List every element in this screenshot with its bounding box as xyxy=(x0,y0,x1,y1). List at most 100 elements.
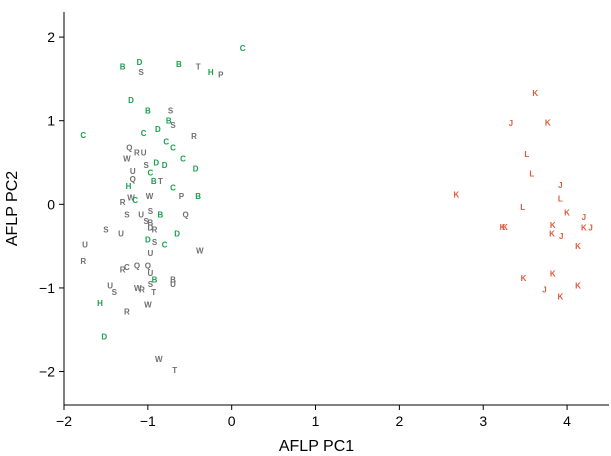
data-point: D xyxy=(174,230,180,239)
data-point: U xyxy=(107,281,113,290)
data-point: B xyxy=(145,107,151,116)
data-point: B xyxy=(147,219,153,228)
data-point: P xyxy=(179,192,185,201)
data-point: W xyxy=(134,284,142,293)
data-point: Q xyxy=(145,261,151,270)
data-point: K xyxy=(532,89,538,98)
data-point: R xyxy=(191,132,197,141)
data-point: W xyxy=(127,194,135,203)
data-point: D xyxy=(145,235,151,244)
data-point: R xyxy=(139,286,145,295)
data-point: D xyxy=(137,58,143,67)
data-point: W xyxy=(146,192,154,201)
data-point: K xyxy=(581,224,587,233)
x-tick-label: 3 xyxy=(479,413,487,429)
data-point: B xyxy=(195,192,201,201)
data-point: C xyxy=(170,143,176,152)
data-point: S xyxy=(143,217,149,226)
data-point: K xyxy=(521,274,527,283)
data-point: L xyxy=(524,150,529,159)
data-point: K xyxy=(575,281,581,290)
x-tick-label: 0 xyxy=(228,413,236,429)
data-point: T xyxy=(158,177,163,186)
data-point: B xyxy=(158,210,164,219)
data-point: J xyxy=(558,181,562,190)
data-point: B xyxy=(151,177,157,186)
data-point: L xyxy=(558,194,563,203)
data-point: W xyxy=(144,301,152,310)
y-tick-label: −2 xyxy=(39,364,55,380)
data-point: K xyxy=(550,221,556,230)
data-point: K xyxy=(500,223,506,232)
data-point: B xyxy=(170,276,176,285)
data-point: T xyxy=(172,366,177,375)
data-point: C xyxy=(240,44,246,53)
data-point: K xyxy=(454,190,460,199)
data-point: D xyxy=(155,125,161,134)
data-point: S xyxy=(148,280,154,289)
x-tick-label: 2 xyxy=(395,413,403,429)
data-point: U xyxy=(118,230,124,239)
data-point: Q xyxy=(130,175,136,184)
data-point: J xyxy=(582,213,586,222)
data-point: S xyxy=(148,207,154,216)
data-point: S xyxy=(152,238,158,247)
data-point: D xyxy=(101,332,107,341)
y-tick-label: 0 xyxy=(47,196,55,212)
data-point: C xyxy=(141,129,147,138)
data-point: U xyxy=(82,240,88,249)
data-point: H xyxy=(208,68,214,77)
data-point: S xyxy=(143,161,149,170)
data-point: K xyxy=(545,118,551,127)
data-point: S xyxy=(170,121,176,130)
data-point: B xyxy=(120,62,126,71)
data-point: R xyxy=(120,198,126,207)
data-point: T xyxy=(151,288,156,297)
data-point: U xyxy=(147,249,153,258)
data-point: U xyxy=(141,148,147,157)
x-tick-label: 4 xyxy=(563,413,571,429)
data-point: S xyxy=(124,210,130,219)
data-point: R xyxy=(152,225,158,234)
data-point: Q xyxy=(134,261,140,270)
data-point: J xyxy=(588,224,592,233)
data-point: U xyxy=(130,167,136,176)
data-point: K xyxy=(564,209,570,218)
data-point: W xyxy=(196,246,204,255)
data-point: B xyxy=(176,60,182,69)
data-point: C xyxy=(80,131,86,140)
data-point: C xyxy=(180,154,186,163)
data-point: C xyxy=(147,169,153,178)
data-point: C xyxy=(163,138,169,147)
data-point: K xyxy=(557,292,563,301)
data-point: U xyxy=(147,269,153,278)
data-point: D xyxy=(193,164,199,173)
data-point: S xyxy=(138,68,144,77)
data-point: H xyxy=(126,182,132,191)
data-point: Q xyxy=(182,210,188,219)
data-point: S xyxy=(103,225,109,234)
x-tick-label: 1 xyxy=(312,413,320,429)
data-point: R xyxy=(134,148,140,157)
y-tick-label: 1 xyxy=(47,113,55,129)
data-point: K xyxy=(575,242,581,251)
x-axis-title: AFLP PC1 xyxy=(279,438,354,455)
x-axis-ticks: −2 −1 0 1 2 3 4 xyxy=(56,405,571,429)
x-tick-label: −1 xyxy=(140,413,156,429)
data-point: C xyxy=(162,240,168,249)
data-point: R xyxy=(120,266,126,275)
y-tick-label: 2 xyxy=(47,29,55,45)
data-point: D xyxy=(162,161,168,170)
y-axis-ticks: −2 −1 0 1 2 xyxy=(39,29,64,380)
data-point: B xyxy=(166,117,172,126)
data-point: S xyxy=(112,288,118,297)
data-point: C xyxy=(132,196,138,205)
data-point: U xyxy=(138,210,144,219)
data-point: P xyxy=(218,71,224,80)
data-point: K xyxy=(549,230,555,239)
data-point: D xyxy=(153,159,159,168)
data-point: C xyxy=(170,184,176,193)
data-point: D xyxy=(128,96,134,105)
